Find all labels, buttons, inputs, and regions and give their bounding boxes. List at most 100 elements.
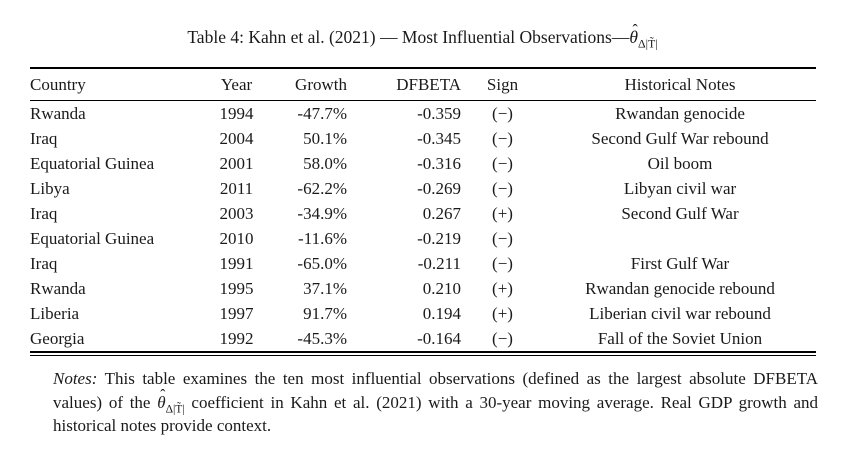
theta-glyph: θ [629, 27, 638, 47]
cell-year: 1992 [219, 328, 254, 348]
theta-formula-notes: ˆ θΔ|T̃| [157, 387, 185, 415]
cell-sign: (−) [492, 328, 513, 348]
cell-growth: -34.9% [297, 203, 347, 223]
cell-growth: -11.6% [298, 228, 347, 248]
table-title: Table 4: Kahn et al. (2021) — Most Influ… [0, 22, 845, 49]
cell-growth: 37.1% [303, 278, 347, 298]
cell-notes: Rwandan genocide rebound [585, 278, 775, 298]
cell-notes: Second Gulf War [621, 203, 739, 223]
cell-year: 1991 [219, 253, 254, 273]
column-header-country: Country [30, 69, 203, 101]
cell-year: 1995 [219, 278, 254, 298]
table-row: Iraq 1991 -65.0% -0.211 (−) First Gulf War [30, 251, 816, 276]
cell-growth: 50.1% [303, 128, 347, 148]
cell-notes: Liberian civil war rebound [589, 303, 771, 323]
table-row: Equatorial Guinea 2010 -11.6% -0.219 (−) [30, 226, 816, 251]
cell-country: Iraq [30, 253, 58, 273]
theta-subscript: Δ|T̃| [165, 401, 185, 415]
cell-growth: -47.7% [297, 103, 347, 123]
cell-sign: (−) [492, 103, 513, 123]
cell-dfbeta: -0.211 [417, 253, 461, 273]
cell-dfbeta: 0.194 [422, 303, 461, 323]
cell-dfbeta: -0.316 [417, 153, 461, 173]
cell-growth: -62.2% [297, 178, 347, 198]
theta-subscript: Δ|T̃| [637, 36, 658, 51]
cell-sign: (−) [492, 128, 513, 148]
table-row: Liberia 1997 91.7% 0.194 (+) Liberian civil w… [30, 301, 816, 326]
table-top-rule [30, 67, 816, 69]
cell-country: Iraq [30, 203, 58, 223]
table-header-row: Country Year Growth DFBETA Sign Historical No… [30, 69, 816, 101]
notes-text-before: This table examines the ten most influen… [53, 369, 818, 412]
cell-year: 2003 [219, 203, 254, 223]
cell-year: 2001 [219, 153, 254, 173]
cell-year: 1994 [219, 103, 254, 123]
column-header-year: Year [203, 69, 270, 101]
cell-country: Rwanda [30, 278, 86, 298]
cell-growth: -65.0% [297, 253, 347, 273]
cell-notes: Oil boom [647, 153, 713, 173]
cell-notes [544, 226, 816, 251]
cell-sign: (−) [492, 228, 513, 248]
cell-country: Equatorial Guinea [30, 228, 155, 248]
influential-observations-table: Country Year Growth DFBETA Sign Historical No… [30, 69, 816, 351]
cell-dfbeta: 0.267 [422, 203, 461, 223]
cell-country: Equatorial Guinea [30, 153, 155, 173]
cell-dfbeta: -0.219 [417, 228, 461, 248]
hat-accent: ˆ [160, 387, 166, 405]
column-header-growth: Growth [270, 69, 347, 101]
cell-country: Georgia [30, 328, 85, 348]
cell-year: 1997 [219, 303, 254, 323]
cell-year: 2004 [219, 128, 254, 148]
column-header-dfbeta: DFBETA [347, 69, 461, 101]
table-title-text: Table 4: Kahn et al. (2021) — Most Influ… [187, 27, 630, 47]
column-header-notes: Historical Notes [544, 69, 816, 101]
cell-notes: Second Gulf War rebound [591, 128, 769, 148]
cell-country: Liberia [30, 303, 80, 323]
cell-sign: (−) [492, 178, 513, 198]
theta-formula: ˆ θΔ|T̃| [629, 22, 657, 49]
table-row: Rwanda 1995 37.1% 0.210 (+) Rwandan genocide … [30, 276, 816, 301]
hat-accent: ˆ [632, 22, 638, 40]
notes-label: Notes: [53, 369, 98, 388]
cell-sign: (−) [492, 253, 513, 273]
cell-year: 2011 [219, 178, 254, 198]
paper-page: Table 4: Kahn et al. (2021) — Most Influ… [0, 22, 845, 465]
column-header-sign: Sign [461, 69, 544, 101]
cell-notes: First Gulf War [630, 253, 730, 273]
cell-dfbeta: -0.345 [417, 128, 461, 148]
cell-country: Rwanda [30, 103, 86, 123]
cell-dfbeta: -0.269 [417, 178, 461, 198]
cell-sign: (+) [492, 203, 513, 223]
cell-growth: 91.7% [303, 303, 347, 323]
notes-text-after: coefficient in Kahn et al. (2021) with a… [53, 392, 818, 436]
table-bottom-rule-thick [30, 351, 816, 353]
cell-sign: (+) [492, 278, 513, 298]
cell-country: Libya [30, 178, 70, 198]
table-container: Country Year Growth DFBETA Sign Historical No… [30, 67, 816, 356]
cell-dfbeta: -0.359 [417, 103, 461, 123]
table-body: Rwanda 1994 -47.7% -0.359 (−) Rwandan genocid… [30, 101, 816, 352]
cell-sign: (−) [492, 153, 513, 173]
table-row: Rwanda 1994 -47.7% -0.359 (−) Rwandan genocid… [30, 101, 816, 127]
theta-glyph: θ [157, 392, 166, 412]
table-row: Georgia 1992 -45.3% -0.164 (−) Fall of the So… [30, 326, 816, 351]
cell-growth: 58.0% [303, 153, 347, 173]
cell-notes: Rwandan genocide [615, 103, 745, 123]
cell-year: 2010 [219, 228, 254, 248]
cell-sign: (+) [492, 303, 513, 323]
cell-country: Iraq [30, 128, 58, 148]
notes-paragraph: Notes: This table examines the ten most … [53, 367, 818, 438]
table-row: Iraq 2003 -34.9% 0.267 (+) Second Gulf War [30, 201, 816, 226]
table-bottom-rule-thin [30, 355, 816, 356]
cell-dfbeta: 0.210 [422, 278, 461, 298]
table-row: Libya 2011 -62.2% -0.269 (−) Libyan civil war [30, 176, 816, 201]
cell-dfbeta: -0.164 [417, 328, 461, 348]
table-row: Equatorial Guinea 2001 58.0% -0.316 (−) Oil b… [30, 151, 816, 176]
table-row: Iraq 2004 50.1% -0.345 (−) Second Gulf War re… [30, 126, 816, 151]
cell-notes: Libyan civil war [623, 178, 737, 198]
cell-notes: Fall of the Soviet Union [597, 328, 763, 348]
cell-growth: -45.3% [297, 328, 347, 348]
